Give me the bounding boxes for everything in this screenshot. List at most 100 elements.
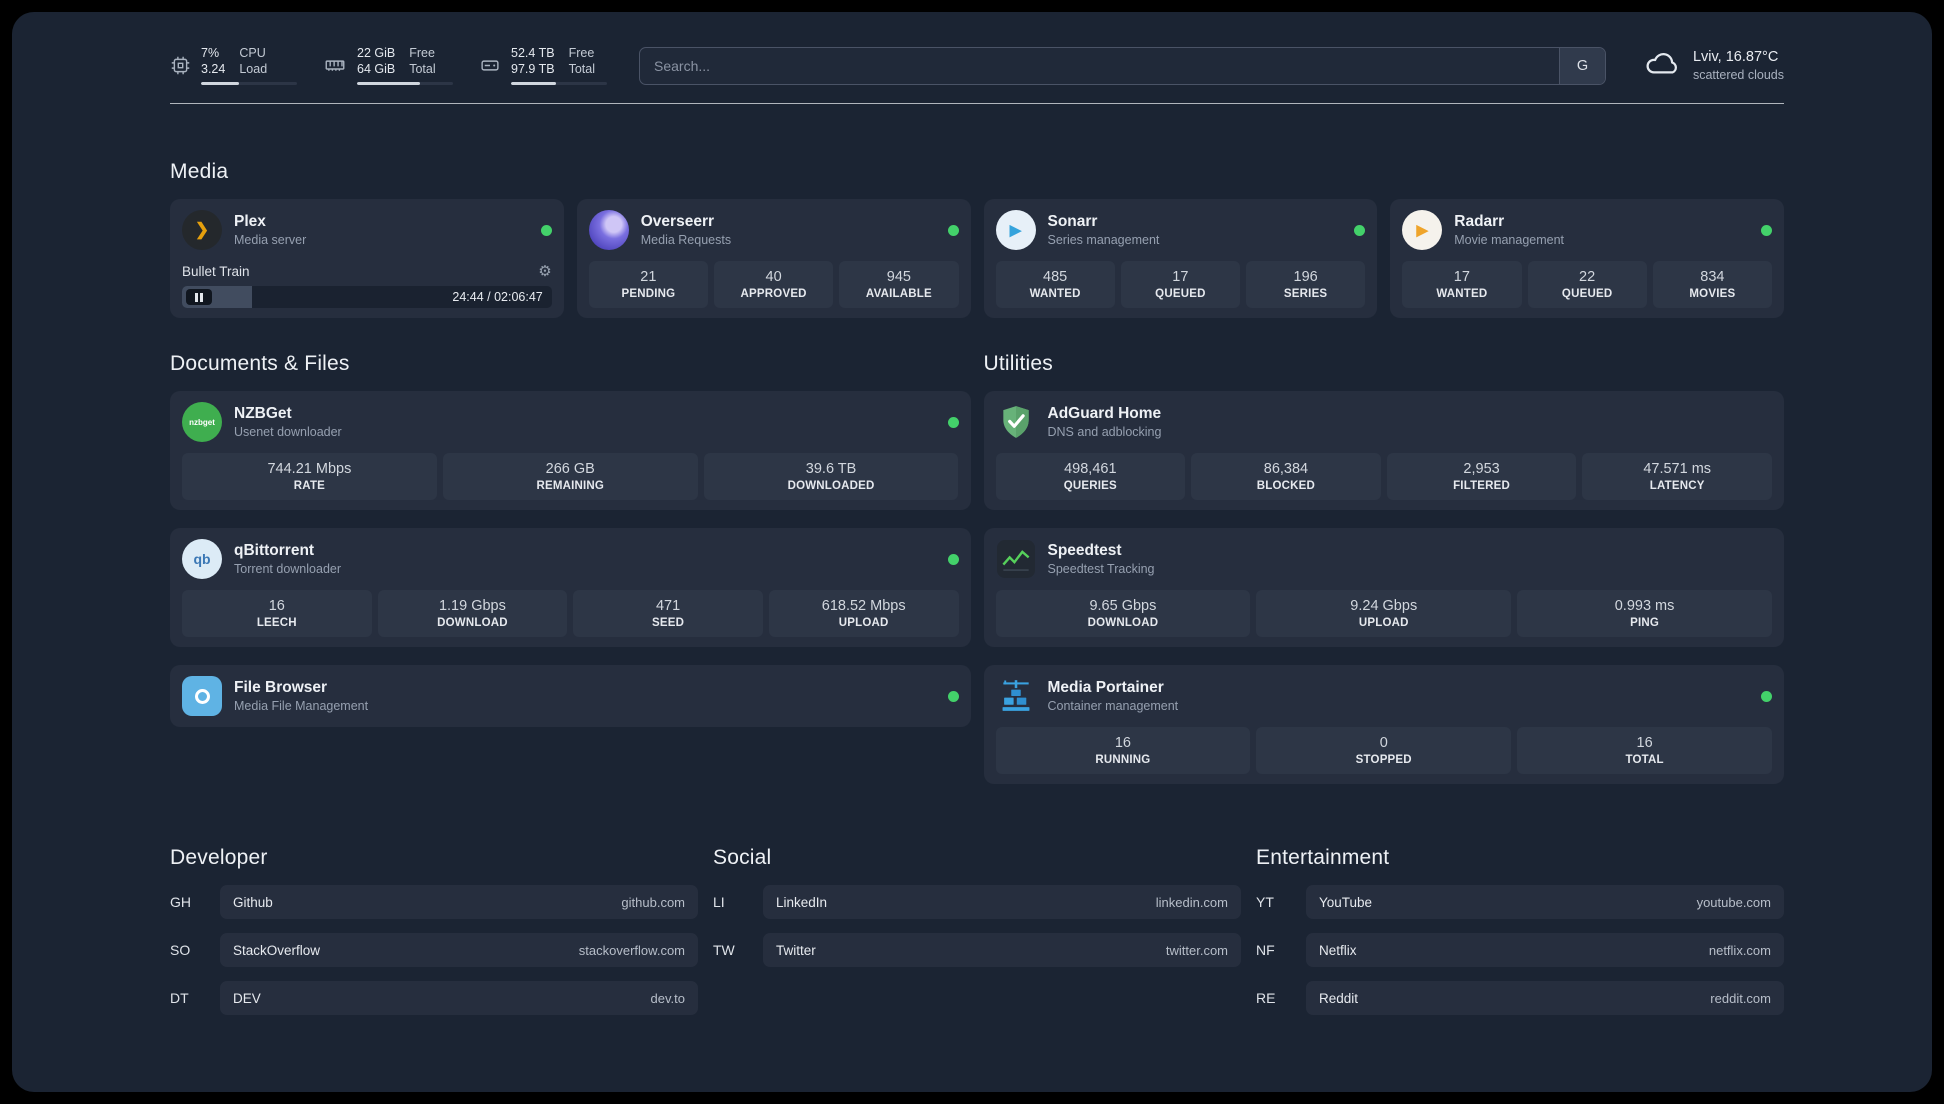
- disk-free-label: Free: [568, 46, 595, 60]
- link-netflix[interactable]: Netflix netflix.com: [1306, 933, 1784, 967]
- pause-icon: [195, 292, 203, 302]
- app-subtitle: Media Requests: [640, 233, 732, 247]
- link-row-netflix: NF Netflix netflix.com: [1256, 933, 1784, 967]
- stat-remaining: 266 GB REMAINING: [442, 453, 698, 500]
- stat-stopped: 0 STOPPED: [1256, 727, 1512, 774]
- app-card-filebrowser[interactable]: File Browser Media File Management: [170, 665, 971, 727]
- search-input[interactable]: [640, 47, 1559, 84]
- status-online-dot: [947, 416, 959, 428]
- link-row-github: GH Github github.com: [170, 885, 698, 919]
- weather-location: Lviv, 16.87°C: [1692, 49, 1779, 65]
- ram-free-value: 22 GiB: [357, 46, 396, 60]
- stat-queries: 498,461 QUERIES: [995, 453, 1186, 500]
- link-row-reddit: RE Reddit reddit.com: [1256, 981, 1784, 1015]
- stat-approved: 40 APPROVED: [714, 261, 834, 308]
- link-abbr: TW: [713, 942, 735, 958]
- stat-rate: 744.21 Mbps RATE: [182, 453, 437, 500]
- app-name: AdGuard Home: [1047, 405, 1162, 422]
- app-subtitle: Speedtest Tracking: [1047, 562, 1155, 576]
- app-card-speedtest[interactable]: Speedtest Speedtest Tracking 9.65 Gbps D…: [983, 528, 1784, 647]
- search-engine-button[interactable]: G: [1558, 47, 1605, 84]
- link-abbr: SO: [170, 942, 191, 958]
- app-name: Overseerr: [640, 213, 715, 230]
- section-title-media: Media: [170, 160, 229, 183]
- app-subtitle: Media server: [234, 233, 307, 247]
- app-card-nzbget[interactable]: nzbget NZBGet Usenet downloader 744.21 M…: [170, 391, 971, 510]
- stat-available: 945 AVAILABLE: [839, 261, 959, 308]
- top-bar: 7% 3.24 CPU Load: [170, 46, 1784, 85]
- section-title-documents: Documents & Files: [170, 352, 350, 375]
- playback-progress-bar[interactable]: 24:44 / 02:06:47: [182, 286, 552, 308]
- disk-free-value: 52.4 TB: [511, 46, 555, 60]
- now-playing-widget: Bullet Train ⚙ 24:44 / 02:06:47: [182, 256, 552, 308]
- ram-total-value: 64 GiB: [357, 62, 396, 76]
- cpu-usage-bar: [201, 82, 297, 85]
- link-twitter[interactable]: Twitter twitter.com: [763, 933, 1241, 967]
- plex-icon: ❯: [182, 210, 222, 250]
- app-card-radarr[interactable]: ▶ Radarr Movie management 17 WANTED 22 Q…: [1390, 199, 1784, 318]
- status-online-dot: [947, 553, 959, 565]
- speedtest-graph-icon: [996, 539, 1036, 579]
- link-linkedin[interactable]: LinkedIn linkedin.com: [763, 885, 1241, 919]
- disk-icon: [479, 55, 501, 76]
- playback-time: 24:44 / 02:06:47: [452, 290, 543, 304]
- link-row-stackoverflow: SO StackOverflow stackoverflow.com: [170, 933, 698, 967]
- app-subtitle: Media File Management: [234, 699, 369, 713]
- status-online-dot: [1761, 224, 1772, 236]
- stat-latency: 47.571 ms LATENCY: [1582, 453, 1772, 500]
- link-reddit[interactable]: Reddit reddit.com: [1306, 981, 1784, 1015]
- cpu-chip-icon: [170, 55, 191, 76]
- links-section-entertainment: Entertainment YT YouTube youtube.com NF …: [1256, 846, 1784, 1015]
- stat-upload: 618.52 Mbps UPLOAD: [768, 590, 959, 637]
- cloud-icon: [1642, 48, 1682, 83]
- pause-button[interactable]: [186, 289, 212, 305]
- link-stackoverflow[interactable]: StackOverflow stackoverflow.com: [220, 933, 698, 967]
- section-documents: Documents & Files nzbget NZBGet Usenet d…: [170, 352, 971, 784]
- stat-total: 16 TOTAL: [1517, 727, 1772, 774]
- stat-download: 1.19 Gbps DOWNLOAD: [377, 590, 568, 637]
- stat-wanted: 17 WANTED: [1402, 261, 1522, 308]
- app-name: Plex: [234, 213, 266, 230]
- adguard-shield-icon: [996, 402, 1036, 442]
- disk-total-label: Total: [568, 62, 595, 76]
- links-section-developer: Developer GH Github github.com SO StackO…: [170, 846, 698, 1015]
- portainer-crane-icon: [996, 676, 1036, 716]
- stat-wanted: 485 WANTED: [995, 261, 1115, 308]
- dashboard: 7% 3.24 CPU Load: [12, 12, 1932, 1092]
- section-title-developer: Developer: [170, 846, 268, 869]
- app-card-qbittorrent[interactable]: qb qBittorrent Torrent downloader 16 LEE…: [170, 528, 971, 647]
- app-name: File Browser: [234, 679, 328, 696]
- gear-icon[interactable]: ⚙: [538, 263, 552, 280]
- app-subtitle: Container management: [1047, 699, 1179, 713]
- app-subtitle: Usenet downloader: [234, 425, 342, 439]
- stat-filtered: 2,953 FILTERED: [1386, 453, 1577, 500]
- app-subtitle: Series management: [1047, 233, 1160, 247]
- stat-queued: 22 QUEUED: [1527, 261, 1647, 308]
- app-card-portainer[interactable]: Media Portainer Container management 16 …: [983, 665, 1784, 784]
- app-card-overseerr[interactable]: Overseerr Media Requests 21 PENDING 40 A…: [576, 199, 971, 318]
- search-bar[interactable]: G: [639, 46, 1606, 85]
- stat-movies: 834 MOVIES: [1652, 261, 1772, 308]
- cpu-label: CPU: [239, 46, 266, 60]
- app-card-plex[interactable]: ❯ Plex Media server Bullet Train ⚙: [170, 199, 564, 318]
- link-dev[interactable]: DEV dev.to: [220, 981, 698, 1015]
- app-name: Radarr: [1454, 213, 1505, 230]
- app-subtitle: Movie management: [1454, 233, 1565, 247]
- filebrowser-icon: [182, 676, 222, 716]
- status-online-dot: [947, 690, 959, 702]
- link-abbr: NF: [1256, 942, 1275, 958]
- cpu-load-label: Load: [239, 62, 268, 76]
- stat-download: 9.65 Gbps DOWNLOAD: [995, 590, 1251, 637]
- link-youtube[interactable]: YouTube youtube.com: [1306, 885, 1784, 919]
- overseerr-icon: [588, 210, 629, 250]
- link-abbr: GH: [170, 894, 191, 910]
- app-card-sonarr[interactable]: ▶ Sonarr Series management 485 WANTED 17…: [983, 199, 1378, 318]
- link-row-youtube: YT YouTube youtube.com: [1256, 885, 1784, 919]
- link-github[interactable]: Github github.com: [220, 885, 698, 919]
- section-title-utilities: Utilities: [983, 352, 1053, 375]
- app-card-adguard[interactable]: AdGuard Home DNS and adblocking 498,461 …: [983, 391, 1784, 510]
- section-title-entertainment: Entertainment: [1256, 846, 1390, 869]
- ram-widget: 22 GiB 64 GiB Free Total: [323, 46, 453, 85]
- app-name: Speedtest: [1047, 542, 1122, 559]
- link-abbr: YT: [1256, 894, 1274, 910]
